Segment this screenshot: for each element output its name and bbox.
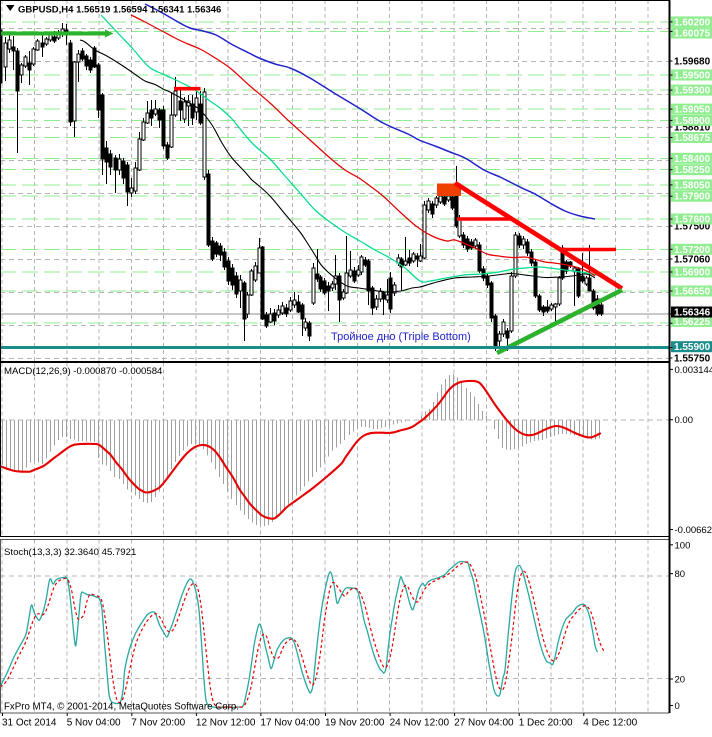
svg-text:17 Nov 04:00: 17 Nov 04:00 bbox=[260, 718, 320, 729]
svg-text:1.56346: 1.56346 bbox=[674, 308, 711, 319]
svg-text:1.55900: 1.55900 bbox=[674, 342, 711, 353]
svg-text:1.56650: 1.56650 bbox=[674, 287, 711, 298]
svg-text:0.00: 0.00 bbox=[675, 415, 694, 426]
svg-text:1.57600: 1.57600 bbox=[674, 215, 711, 226]
svg-text:1.57200: 1.57200 bbox=[674, 245, 711, 256]
svg-text:7 Nov 20:00: 7 Nov 20:00 bbox=[131, 718, 185, 729]
svg-text:1.58400: 1.58400 bbox=[674, 154, 711, 165]
svg-text:4 Dec 12:00: 4 Dec 12:00 bbox=[583, 718, 637, 729]
svg-text:31 Oct 2014: 31 Oct 2014 bbox=[2, 718, 57, 729]
svg-text:1.59500: 1.59500 bbox=[674, 71, 711, 82]
svg-text:19 Nov 20:00: 19 Nov 20:00 bbox=[325, 718, 385, 729]
svg-text:1.58250: 1.58250 bbox=[674, 165, 711, 176]
svg-text:5 Nov 04:00: 5 Nov 04:00 bbox=[67, 718, 121, 729]
svg-text:FxPro MT4, © 2001-2014, MetaQu: FxPro MT4, © 2001-2014, MetaQuotes Softw… bbox=[4, 702, 239, 713]
svg-text:1.60200: 1.60200 bbox=[674, 17, 711, 28]
svg-text:1 Dec 20:00: 1 Dec 20:00 bbox=[519, 718, 573, 729]
svg-text:0.003144: 0.003144 bbox=[675, 365, 712, 376]
svg-text:1.57900: 1.57900 bbox=[674, 192, 711, 203]
svg-text:1.56225: 1.56225 bbox=[674, 317, 711, 328]
svg-text:24 Nov 12:00: 24 Nov 12:00 bbox=[390, 718, 450, 729]
svg-text:1.59300: 1.59300 bbox=[674, 86, 711, 97]
svg-text:1.60075: 1.60075 bbox=[674, 29, 711, 40]
svg-text:1.56900: 1.56900 bbox=[674, 268, 711, 279]
svg-text:-0.006627: -0.006627 bbox=[675, 525, 712, 536]
svg-text:1.58900: 1.58900 bbox=[674, 116, 711, 127]
svg-text:MACD(12,26,9) -0.000870 -0.000: MACD(12,26,9) -0.000870 -0.000584 bbox=[4, 366, 163, 377]
svg-text:20: 20 bbox=[675, 675, 686, 686]
svg-text:80: 80 bbox=[675, 569, 686, 580]
svg-text:Stoch(13,3,3) 32.3640 45.7921: Stoch(13,3,3) 32.3640 45.7921 bbox=[4, 547, 136, 558]
svg-text:1.58675: 1.58675 bbox=[674, 133, 711, 144]
svg-text:Тройное дно (Triple Bottom): Тройное дно (Triple Bottom) bbox=[331, 331, 471, 343]
svg-text:1.57060: 1.57060 bbox=[674, 255, 711, 266]
svg-text:27 Nov 04:00: 27 Nov 04:00 bbox=[454, 718, 514, 729]
svg-text:1.58050: 1.58050 bbox=[674, 180, 711, 191]
svg-text:GBPUSD,H4 1.56519 1.56594 1.5: GBPUSD,H4 1.56519 1.56594 1.56341 1.5634… bbox=[18, 5, 221, 16]
svg-text:1.59680: 1.59680 bbox=[674, 57, 711, 68]
svg-text:0: 0 bbox=[675, 701, 680, 712]
svg-text:12 Nov 12:00: 12 Nov 12:00 bbox=[196, 718, 256, 729]
svg-text:1.55750: 1.55750 bbox=[674, 354, 711, 365]
svg-text:100: 100 bbox=[675, 540, 691, 551]
svg-text:1.59050: 1.59050 bbox=[674, 105, 711, 116]
